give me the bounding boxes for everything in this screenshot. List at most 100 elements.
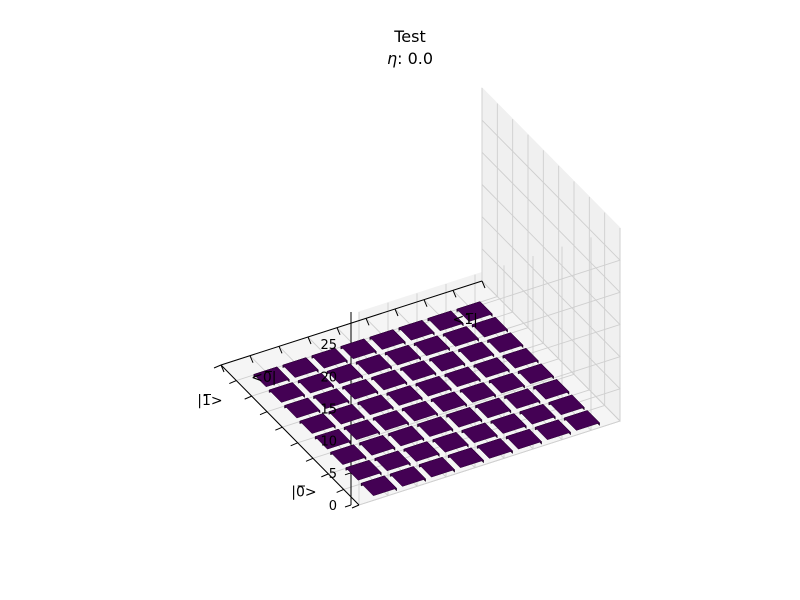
bar: [398, 319, 435, 341]
bar: [369, 328, 406, 350]
floor-gridline: [343, 405, 605, 490]
z-tick-label: 20: [320, 370, 337, 385]
bar: [372, 409, 410, 431]
z-tick-label: 10: [320, 435, 337, 450]
floor-gridline: [481, 280, 621, 422]
bar: [401, 400, 439, 422]
bar: [374, 450, 411, 472]
eta-symbol: η: [387, 49, 397, 68]
tick-labels: 0 5 10 15 20 25 |0̅> |1̅> <0̅| <1̅|: [197, 312, 478, 514]
bar: [389, 465, 427, 487]
bar: [432, 431, 469, 453]
row-tick: [290, 442, 298, 447]
z-tick-label: 15: [320, 403, 337, 418]
bar: [456, 300, 493, 322]
floor-gridline: [358, 420, 621, 506]
row-tick: [229, 380, 237, 385]
bar: [430, 391, 468, 412]
bar: [429, 350, 466, 372]
chart-subtitle: η: 0.0: [387, 49, 433, 68]
col-tick: [365, 318, 370, 326]
bar: [342, 378, 379, 400]
row-tick: [351, 504, 360, 509]
bar: [427, 310, 464, 332]
row-axis-line: [220, 364, 360, 506]
row-label-0: |0̅>: [291, 484, 316, 500]
bar: [284, 397, 321, 419]
bar: [488, 372, 526, 394]
bar: [314, 428, 352, 450]
bar: [357, 394, 394, 416]
z-tick: [344, 504, 352, 508]
bar: [282, 356, 319, 378]
bar: [446, 406, 483, 428]
col-label-1: <1̅|: [453, 312, 478, 328]
col-tick: [423, 299, 428, 307]
bar: [355, 353, 393, 375]
bar: [330, 444, 367, 465]
bar: [534, 419, 572, 440]
floor-gridline: [266, 327, 529, 413]
floor-gridline: [312, 373, 575, 459]
bar: [548, 394, 585, 416]
bar: [418, 456, 456, 478]
bar: [459, 381, 497, 403]
bar: [371, 369, 408, 391]
bar: [297, 372, 335, 394]
floor-gridline: [297, 358, 559, 444]
bar: [517, 363, 555, 384]
col-tick: [220, 364, 225, 373]
row-tick: [213, 364, 222, 369]
floor-gridline: [328, 389, 590, 475]
bar: [343, 419, 381, 440]
axis-panes: [220, 86, 621, 506]
bar: [475, 397, 512, 419]
bar: [253, 366, 290, 388]
bar: [299, 412, 336, 434]
z-tick-label: 5: [329, 467, 337, 482]
z-tick-label: 25: [320, 338, 337, 353]
row-tick: [336, 488, 344, 493]
col-tick: [278, 346, 283, 354]
bar: [447, 447, 485, 468]
bar: [458, 341, 495, 363]
z-tick: [344, 472, 352, 476]
bar: [340, 338, 377, 360]
col-tick: [336, 327, 341, 335]
bar: [360, 475, 398, 496]
chart-title: Test: [393, 27, 426, 46]
bar: [403, 440, 440, 462]
bar: [388, 425, 425, 447]
bar: [311, 347, 348, 369]
bar: [400, 360, 437, 381]
col-tick: [481, 280, 486, 289]
bar: [386, 384, 423, 406]
row-tick: [305, 457, 314, 462]
bar: [505, 428, 543, 450]
bar: [359, 434, 396, 456]
bar: [417, 416, 454, 437]
col-tick: [307, 336, 312, 345]
col-tick: [394, 308, 399, 317]
bars-group: [253, 300, 601, 496]
col-tick: [452, 290, 457, 298]
bar: [444, 366, 481, 388]
row-tick: [244, 395, 252, 400]
col-label-0: <0̅|: [251, 370, 276, 386]
bar: [473, 356, 510, 378]
floor-gridline: [282, 342, 544, 428]
z-tick-label: 0: [329, 499, 337, 514]
bar: [519, 403, 556, 425]
bar: [442, 325, 480, 347]
bar: [476, 437, 514, 459]
bar: [328, 403, 365, 425]
bar: [487, 332, 524, 353]
bar: [563, 409, 601, 431]
row-tick: [259, 411, 268, 416]
row-tick: [275, 426, 283, 431]
bar: [345, 459, 382, 481]
bar: [413, 335, 451, 356]
bar: [490, 412, 527, 434]
bar: [313, 388, 350, 409]
